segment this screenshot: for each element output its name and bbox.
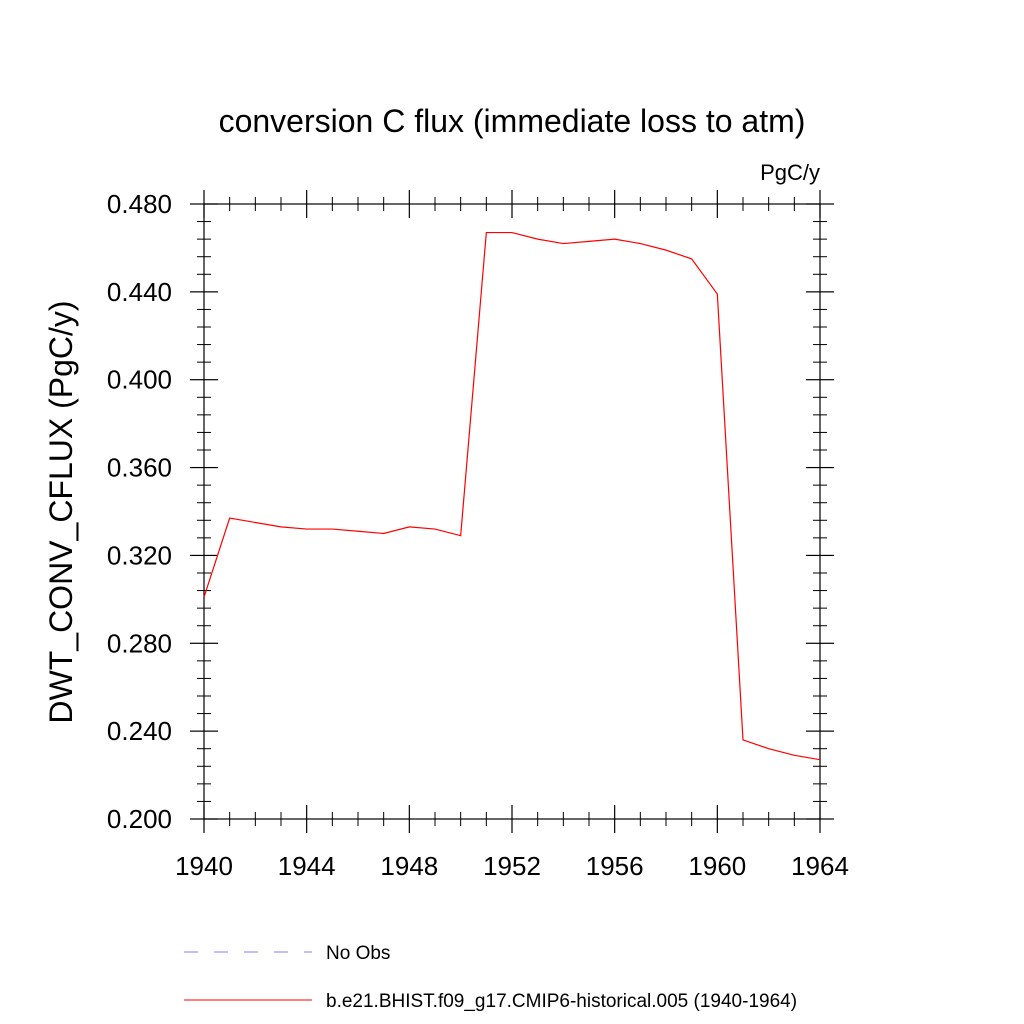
legend-label-0: No Obs bbox=[326, 943, 390, 964]
y-tick-label: 0.480 bbox=[107, 189, 172, 219]
plot-area: 1940 1944 1948 1952 1956 1960 1964 0.200 0.240 0.… bbox=[107, 189, 849, 881]
x-tick-label: 1956 bbox=[586, 851, 644, 881]
y-tick-label: 0.320 bbox=[107, 540, 172, 570]
x-tick-label: 1960 bbox=[688, 851, 746, 881]
chart-title: conversion C flux (immediate loss to atm… bbox=[219, 103, 806, 139]
units-label: PgC/y bbox=[760, 160, 820, 185]
minor-ticks bbox=[197, 197, 827, 826]
x-tick-label: 1948 bbox=[380, 851, 438, 881]
tick-labels: 1940 1944 1948 1952 1956 1960 1964 0.200 0.240 0.… bbox=[107, 189, 849, 881]
legend-label-1: b.e21.BHIST.f09_g17.CMIP6-historical.005… bbox=[326, 991, 797, 1012]
y-tick-label: 0.440 bbox=[107, 277, 172, 307]
y-tick-label: 0.280 bbox=[107, 628, 172, 658]
x-tick-label: 1952 bbox=[483, 851, 541, 881]
y-tick-label: 0.240 bbox=[107, 716, 172, 746]
y-tick-label: 0.360 bbox=[107, 453, 172, 483]
series-layer bbox=[203, 231, 821, 761]
plot-frame bbox=[203, 203, 821, 820]
y-axis-label: DWT_CONV_CFLUX (PgC/y) bbox=[43, 300, 79, 723]
y-tick-label: 0.200 bbox=[107, 804, 172, 834]
major-ticks bbox=[190, 190, 834, 833]
legend: No Obs b.e21.BHIST.f09_g17.CMIP6-historic… bbox=[184, 943, 797, 1012]
series-line-1 bbox=[203, 231, 821, 761]
y-tick-label: 0.400 bbox=[107, 365, 172, 395]
x-tick-label: 1940 bbox=[175, 851, 233, 881]
x-tick-label: 1944 bbox=[278, 851, 336, 881]
x-tick-label: 1964 bbox=[791, 851, 849, 881]
